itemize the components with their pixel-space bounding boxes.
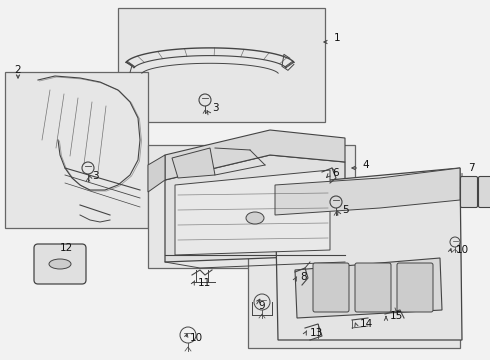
FancyBboxPatch shape — [34, 244, 86, 284]
Text: 1: 1 — [334, 33, 341, 43]
Polygon shape — [295, 258, 442, 318]
Polygon shape — [172, 148, 215, 178]
Text: 11: 11 — [198, 278, 211, 288]
FancyBboxPatch shape — [313, 263, 349, 312]
Text: 13: 13 — [310, 328, 323, 338]
Text: 15: 15 — [390, 311, 403, 321]
Text: 5: 5 — [342, 205, 348, 215]
Bar — [248, 248, 460, 348]
Text: 12: 12 — [60, 243, 73, 253]
Polygon shape — [148, 155, 165, 192]
Polygon shape — [175, 170, 330, 255]
Bar — [118, 8, 325, 122]
Ellipse shape — [49, 259, 71, 269]
Polygon shape — [165, 155, 345, 262]
FancyBboxPatch shape — [397, 263, 433, 312]
Text: 3: 3 — [212, 103, 219, 113]
Bar — [5, 72, 148, 228]
Polygon shape — [165, 130, 345, 180]
Polygon shape — [275, 168, 460, 215]
FancyBboxPatch shape — [355, 263, 391, 312]
FancyBboxPatch shape — [479, 176, 490, 207]
Text: 4: 4 — [362, 160, 368, 170]
FancyBboxPatch shape — [461, 176, 477, 207]
Text: 2: 2 — [14, 65, 21, 75]
Text: 10: 10 — [456, 245, 469, 255]
Text: 3: 3 — [92, 171, 98, 181]
Text: 7: 7 — [468, 163, 475, 173]
Text: 14: 14 — [360, 319, 373, 329]
Text: 8: 8 — [300, 272, 307, 282]
Polygon shape — [275, 168, 462, 340]
Text: 6: 6 — [332, 168, 339, 178]
Ellipse shape — [246, 212, 264, 224]
Text: 10: 10 — [190, 333, 203, 343]
Text: 9: 9 — [258, 301, 265, 311]
Bar — [148, 145, 355, 268]
